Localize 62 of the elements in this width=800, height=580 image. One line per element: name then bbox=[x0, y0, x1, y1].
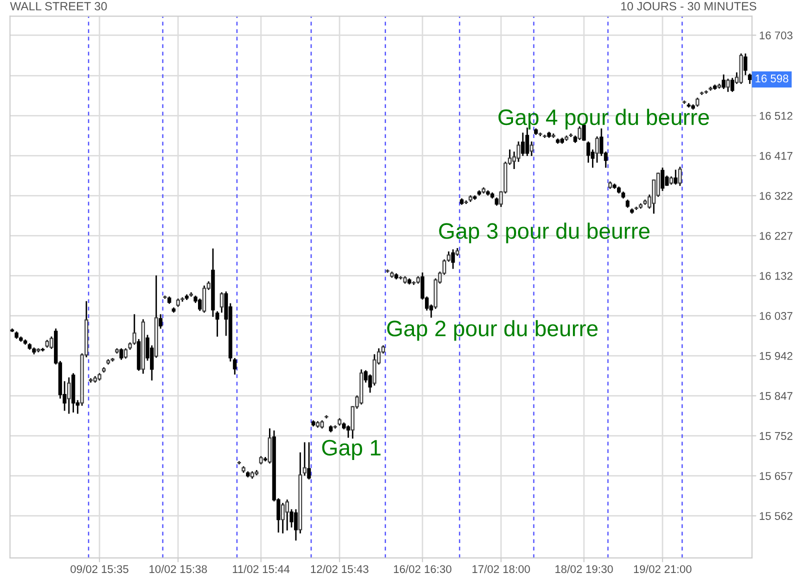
candlestick bbox=[542, 134, 547, 138]
candlestick bbox=[237, 461, 242, 464]
x-tick-label: 17/02 18:00 bbox=[472, 564, 530, 574]
candlestick bbox=[412, 281, 416, 285]
annotation: Gap 1 bbox=[322, 440, 381, 460]
candlestick bbox=[333, 425, 338, 428]
candlestick bbox=[730, 78, 734, 92]
candlestick bbox=[285, 500, 290, 530]
candlestick bbox=[398, 276, 403, 280]
candlestick bbox=[686, 103, 691, 108]
candlestick bbox=[346, 425, 350, 438]
candlestick bbox=[726, 78, 730, 92]
annotation: Gap 3 pour du beurre bbox=[439, 222, 650, 244]
y-tick-label: 16 703 bbox=[760, 31, 792, 40]
candlestick bbox=[40, 348, 45, 352]
candlestick bbox=[678, 166, 682, 186]
y-tick-label: 16 417 bbox=[760, 152, 792, 160]
y-tick-label: 16 132 bbox=[760, 272, 792, 280]
y-tick-label: 16 512 bbox=[760, 112, 792, 120]
x-tick-label: 16/02 16:30 bbox=[394, 564, 452, 574]
candlestick bbox=[464, 200, 468, 204]
candlestick bbox=[634, 206, 638, 210]
annotation: Gap 2 pour du beurre bbox=[387, 320, 598, 341]
candlestick bbox=[520, 132, 525, 156]
candlestick bbox=[280, 502, 285, 534]
candlestick bbox=[307, 442, 311, 480]
x-tick-label: 10/02 15:38 bbox=[150, 564, 207, 574]
candlestick bbox=[215, 311, 220, 337]
x-tick-label: 09/02 15:35 bbox=[70, 564, 128, 574]
x-tick-label: 18/02 19:30 bbox=[555, 564, 613, 574]
y-tick-label: 16 322 bbox=[760, 192, 792, 200]
candlestick bbox=[744, 53, 748, 76]
x-tick-label: 11/02 15:44 bbox=[232, 564, 290, 574]
x-tick-label: 12/02 15:43 bbox=[311, 564, 368, 574]
candlestick bbox=[682, 100, 686, 104]
candlestick bbox=[368, 374, 372, 393]
y-tick-label: 16 227 bbox=[760, 232, 792, 240]
candlestick bbox=[202, 286, 206, 313]
candlestick bbox=[119, 348, 124, 360]
candlestick bbox=[586, 141, 590, 163]
candlestick bbox=[158, 314, 162, 329]
y-tick-label: 15 562 bbox=[760, 512, 792, 520]
candlestick bbox=[674, 170, 678, 185]
candlestick bbox=[538, 132, 542, 136]
annotation: Gap 4 pour du beurre bbox=[498, 108, 709, 130]
chart-subtitle: 10 JOURS - 30 MINUTES bbox=[621, 2, 756, 10]
x-tick-label: 19/02 21:00 bbox=[634, 564, 692, 574]
candlestick bbox=[324, 415, 328, 418]
annotation: 16 598 bbox=[756, 74, 788, 82]
candlestick bbox=[525, 128, 530, 156]
candlestick bbox=[263, 457, 268, 462]
candlestick bbox=[451, 249, 455, 269]
candlestick bbox=[704, 90, 708, 94]
y-tick-label: 15 942 bbox=[760, 352, 792, 360]
candlestick bbox=[88, 378, 93, 383]
y-tick-label: 15 847 bbox=[760, 392, 792, 400]
y-tick-label: 15 657 bbox=[760, 472, 792, 480]
y-tick-label: 16 037 bbox=[760, 312, 792, 320]
y-tick-label: 15 752 bbox=[760, 432, 792, 440]
candlestick bbox=[700, 92, 704, 95]
chart-title: WALL STREET 30 bbox=[10, 2, 107, 10]
candlestick bbox=[722, 74, 726, 89]
